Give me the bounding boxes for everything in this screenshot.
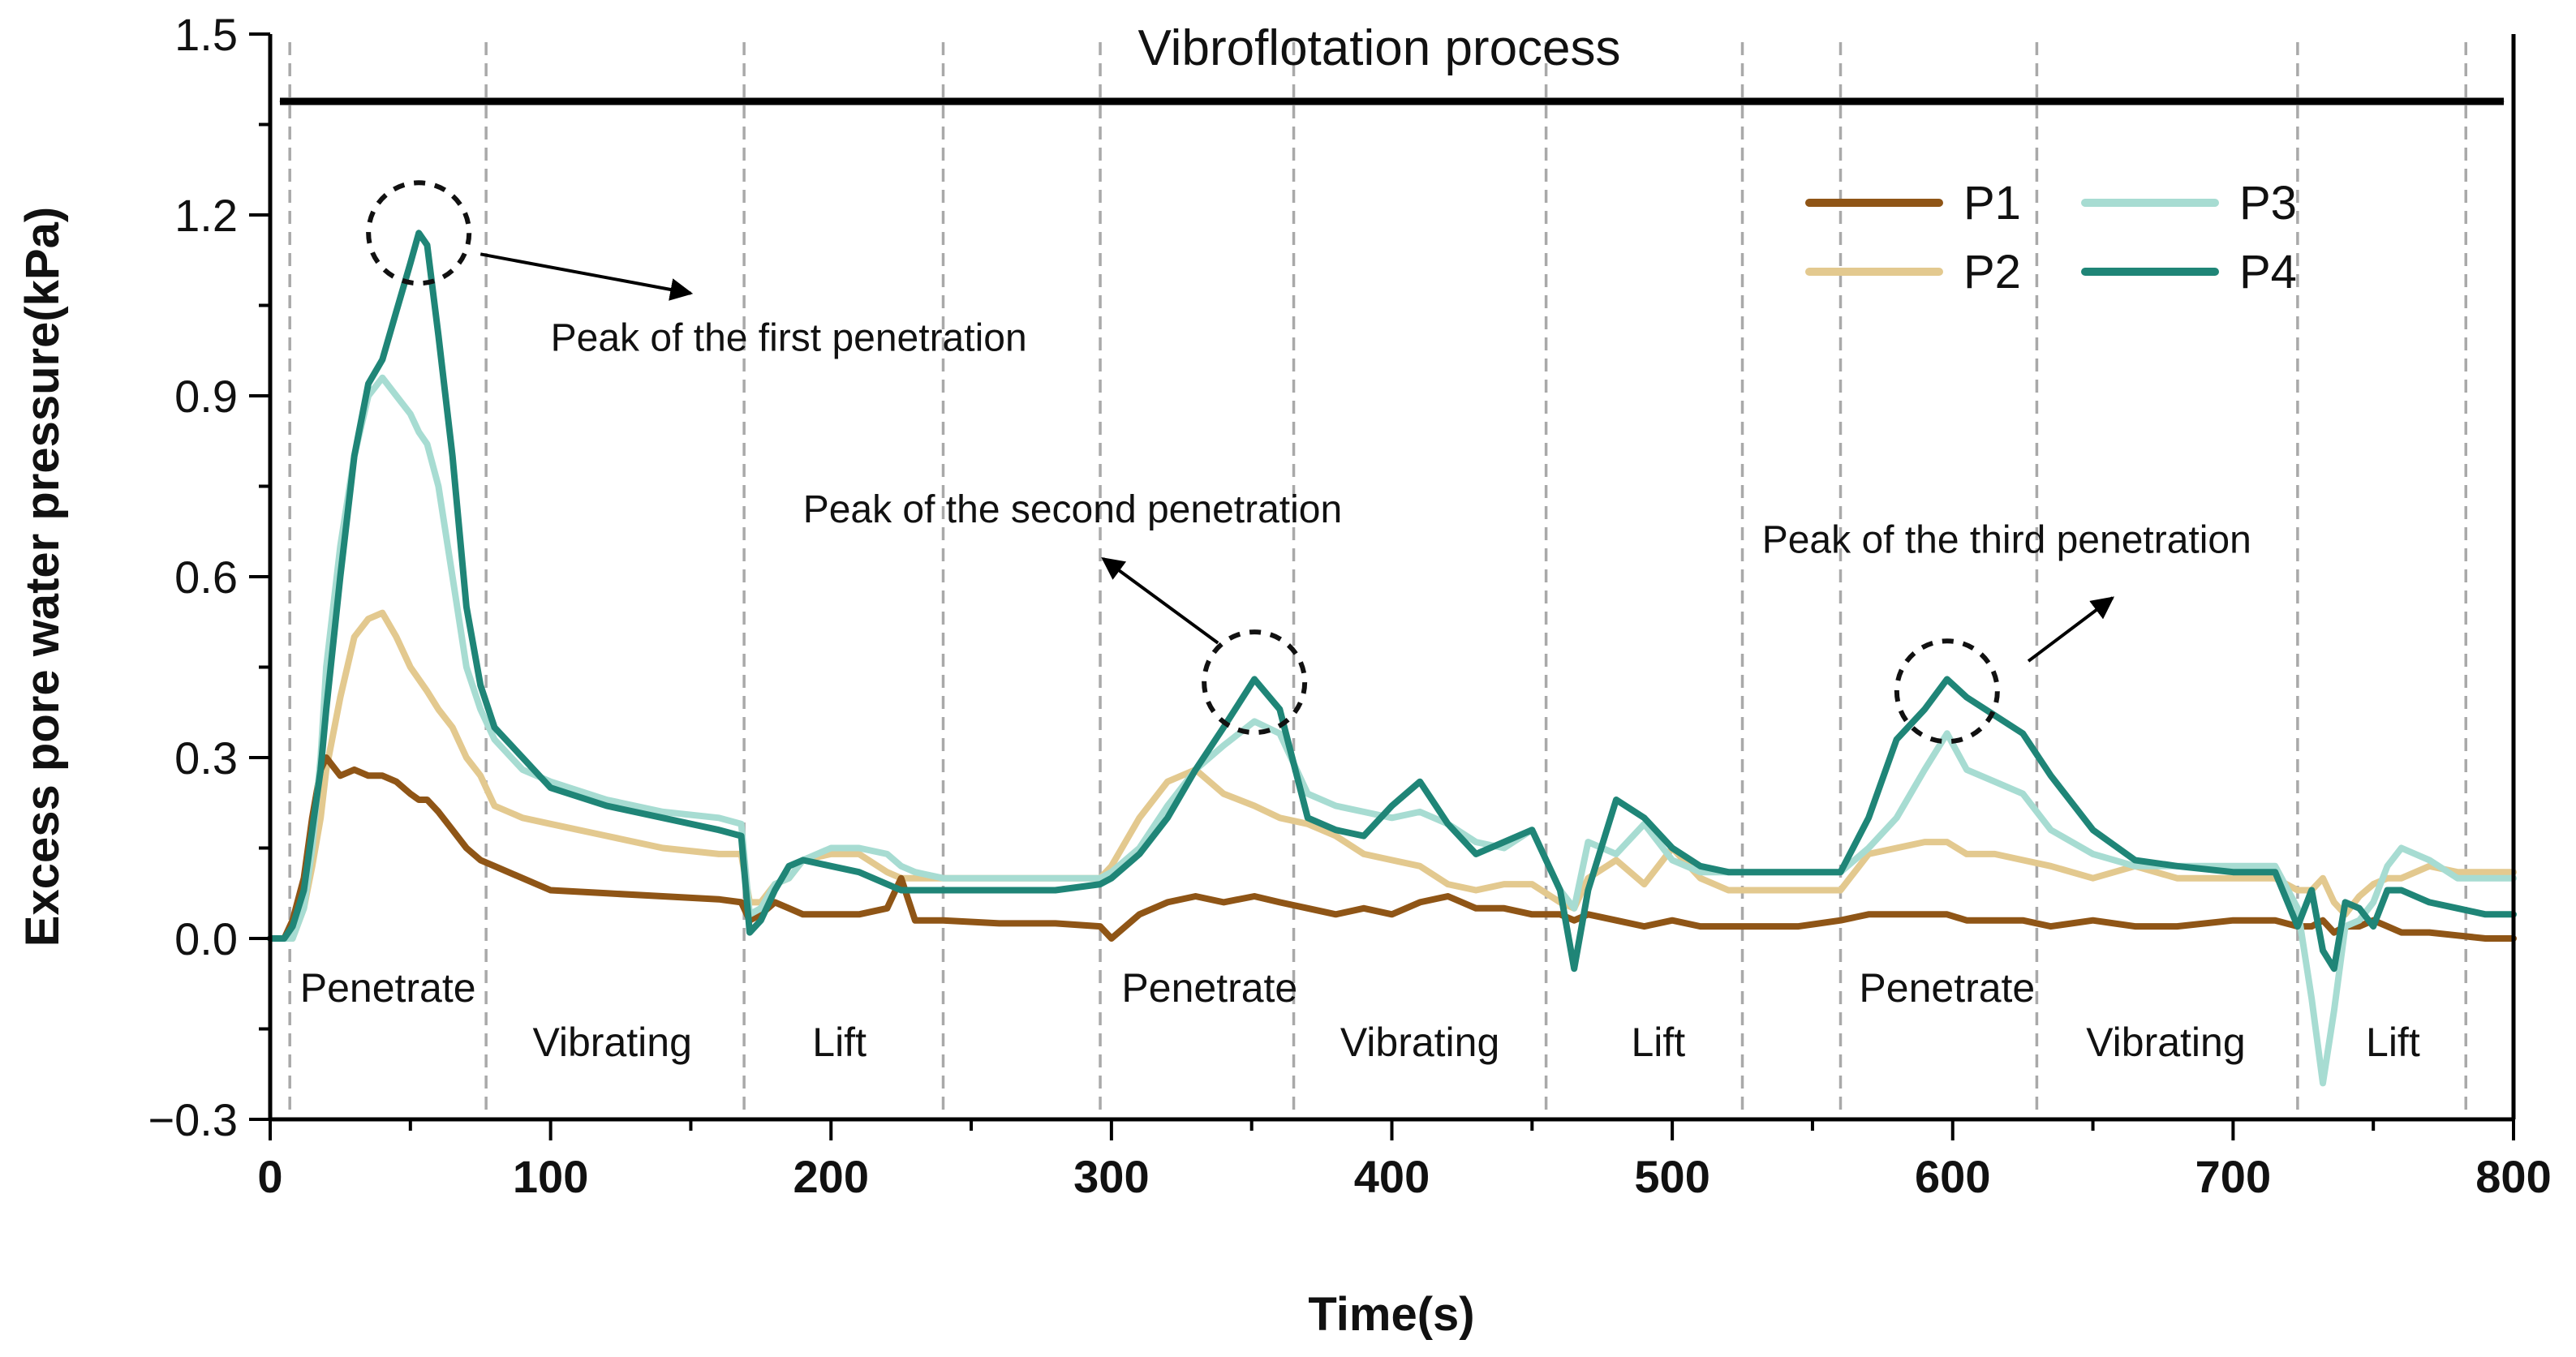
legend-label-p4: P4 bbox=[2239, 246, 2297, 298]
x-tick-label: 700 bbox=[2195, 1151, 2271, 1202]
x-axis-ticks: 0 100 200 300 400 500 600 700 800 bbox=[257, 1119, 2552, 1202]
series-line-p4 bbox=[267, 230, 2517, 973]
x-tick-label: 500 bbox=[1634, 1151, 1709, 1202]
peak-circle-2 bbox=[1894, 638, 2000, 745]
x-tick-label: 600 bbox=[1915, 1151, 1990, 1202]
x-tick-label: 800 bbox=[2475, 1151, 2551, 1202]
peak-annotations: Peak of the first penetration Peak of the… bbox=[366, 180, 2251, 745]
x-tick-label: 200 bbox=[793, 1151, 869, 1202]
peak-circle-0 bbox=[366, 180, 472, 286]
y-tick-label: 0.6 bbox=[174, 552, 238, 603]
chart-title: Vibroflotation process bbox=[1137, 20, 1620, 76]
y-axis-title: Excess pore water pressure(kPa) bbox=[16, 207, 69, 947]
y-tick-label: 1.2 bbox=[174, 190, 238, 241]
phase-label-7: Vibrating bbox=[2086, 1020, 2245, 1065]
peak-circle-1 bbox=[1202, 629, 1308, 736]
y-tick-label: −0.3 bbox=[148, 1094, 238, 1145]
x-axis-title: Time(s) bbox=[1308, 1288, 1474, 1341]
legend-label-p3: P3 bbox=[2239, 177, 2297, 230]
phase-label-2: Lift bbox=[812, 1020, 867, 1065]
peak-arrow-1 bbox=[1101, 557, 1219, 645]
phase-label-6: Penetrate bbox=[1859, 965, 2035, 1011]
series-line-p1 bbox=[267, 754, 2517, 942]
y-tick-label: 0.0 bbox=[174, 913, 238, 964]
x-tick-label: 300 bbox=[1073, 1151, 1149, 1202]
legend-label-p2: P2 bbox=[1963, 246, 2021, 298]
x-tick-label: 400 bbox=[1354, 1151, 1430, 1202]
phase-label-4: Vibrating bbox=[1340, 1020, 1499, 1065]
phase-label-3: Penetrate bbox=[1121, 965, 1297, 1011]
legend-label-p1: P1 bbox=[1963, 177, 2021, 230]
y-axis-ticks: −0.3 0.0 0.3 0.6 0.9 1.2 1.5 bbox=[148, 9, 270, 1145]
y-tick-label: 0.9 bbox=[174, 371, 238, 422]
peak-annotation-2: Peak of the third penetration bbox=[1762, 518, 2251, 561]
x-tick-label: 0 bbox=[257, 1151, 282, 1202]
phase-label-0: Penetrate bbox=[300, 965, 476, 1011]
y-tick-label: 0.3 bbox=[174, 732, 238, 784]
x-tick-label: 100 bbox=[513, 1151, 588, 1202]
legend: P1 P2 P3 P4 bbox=[1805, 177, 2297, 298]
peak-arrow-0 bbox=[480, 252, 694, 301]
phase-labels: Penetrate Vibrating Lift Penetrate Vibrating… bbox=[300, 965, 2420, 1065]
data-series bbox=[267, 230, 2517, 1087]
phase-label-8: Lift bbox=[2366, 1020, 2420, 1065]
peak-arrow-2 bbox=[2027, 596, 2114, 663]
phase-label-1: Vibrating bbox=[532, 1020, 691, 1065]
y-tick-label: 1.5 bbox=[174, 9, 238, 60]
phase-boundaries bbox=[288, 42, 2467, 1119]
phase-label-5: Lift bbox=[1631, 1020, 1685, 1065]
series-line-p3 bbox=[267, 374, 2517, 1087]
peak-annotation-1: Peak of the second penetration bbox=[803, 488, 1342, 531]
peak-annotation-0: Peak of the first penetration bbox=[551, 316, 1027, 359]
series-line-p2 bbox=[267, 609, 2517, 942]
